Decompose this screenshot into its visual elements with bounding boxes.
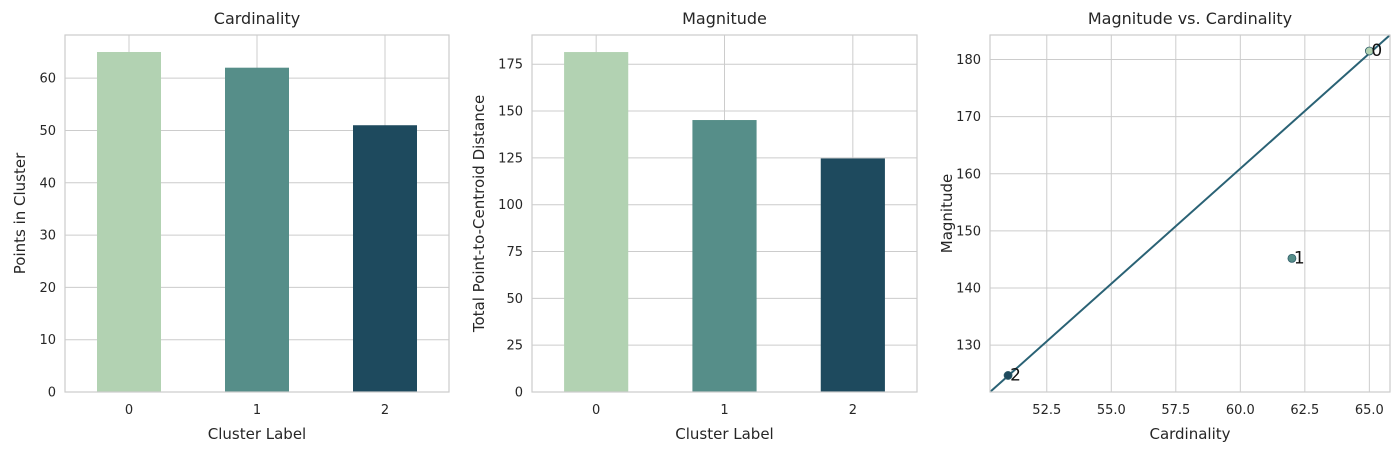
- x-tick-label: 55.0: [1097, 403, 1126, 418]
- plot-frame-1: [531, 34, 918, 393]
- bar-cluster-0: [97, 52, 161, 392]
- bar-cluster-0: [564, 52, 629, 393]
- scatter-point-cluster-1: [1287, 253, 1297, 263]
- x-axis-label: Cluster Label: [208, 425, 306, 443]
- scatter-point-cluster-2: [1003, 371, 1013, 380]
- chart-title: Magnitude: [682, 9, 767, 28]
- y-tick-label: 175: [498, 58, 523, 73]
- y-tick-label: 10: [39, 333, 56, 348]
- bar-cluster-2: [353, 125, 417, 392]
- y-tick-label: 25: [506, 339, 523, 354]
- y-tick-label: 20: [39, 281, 56, 296]
- plot-frame-2: [989, 34, 1391, 393]
- y-tick-label: 0: [515, 386, 523, 401]
- y-tick-label: 150: [956, 224, 981, 239]
- plot-frame-0: [64, 34, 450, 393]
- bar-cluster-2: [820, 158, 885, 392]
- chart-title: Cardinality: [214, 9, 300, 28]
- y-tick-label: 125: [498, 151, 523, 166]
- y-axis-label: Points in Cluster: [11, 152, 29, 274]
- x-axis-label: Cluster Label: [675, 425, 773, 443]
- y-tick-label: 50: [39, 124, 56, 139]
- y-tick-label: 130: [956, 339, 981, 354]
- chart-1: 0 25 50 75 100 125 150 175 0 1 2 Magnitude Cluster L…: [470, 9, 918, 443]
- x-tick-label: 2: [381, 403, 389, 418]
- x-tick-label: 62.5: [1290, 403, 1319, 418]
- bar-cluster-1: [225, 67, 289, 392]
- x-tick-label: 0: [125, 403, 133, 418]
- x-axis-label: Cardinality: [1149, 425, 1230, 443]
- y-tick-label: 140: [956, 282, 981, 297]
- chart-0: 0 10 20 30 40 50 60 0 1 2 Cardinality Cluster Label…: [11, 9, 450, 443]
- x-tick-label: 60.0: [1226, 403, 1255, 418]
- bar-cluster-1: [692, 120, 757, 392]
- x-tick-label: 1: [720, 403, 728, 418]
- y-tick-label: 0: [48, 386, 56, 401]
- x-tick-label: 1: [253, 403, 261, 418]
- x-tick-label: 2: [849, 403, 857, 418]
- y-tick-label: 75: [506, 245, 523, 260]
- x-tick-label: 52.5: [1032, 403, 1061, 418]
- y-tick-label: 170: [956, 110, 981, 125]
- y-tick-label: 150: [498, 105, 523, 120]
- y-tick-label: 100: [498, 198, 523, 213]
- chart-2: 0 1 2 52.5 55.0 57.5 60.0 62.5 65.0 130 140 150 160 1…: [938, 9, 1391, 443]
- y-axis-label: Magnitude: [938, 174, 956, 253]
- fit-line: [989, 34, 1391, 393]
- chart-title: Magnitude vs. Cardinality: [1088, 9, 1292, 28]
- y-tick-label: 50: [506, 292, 523, 307]
- y-tick-label: 60: [39, 72, 56, 87]
- point-annotation: 2: [1010, 365, 1021, 385]
- y-tick-label: 160: [956, 167, 981, 182]
- y-tick-label: 180: [956, 53, 981, 68]
- scatter-point-cluster-0: [1364, 46, 1374, 56]
- y-axis-label: Total Point-to-Centroid Distance: [470, 95, 488, 333]
- y-tick-label: 30: [39, 229, 56, 244]
- point-annotation: 0: [1371, 41, 1382, 61]
- point-annotation: 1: [1294, 248, 1305, 268]
- x-tick-label: 57.5: [1161, 403, 1190, 418]
- x-tick-label: 0: [592, 403, 600, 418]
- y-tick-label: 40: [39, 176, 56, 191]
- x-tick-label: 65.0: [1355, 403, 1384, 418]
